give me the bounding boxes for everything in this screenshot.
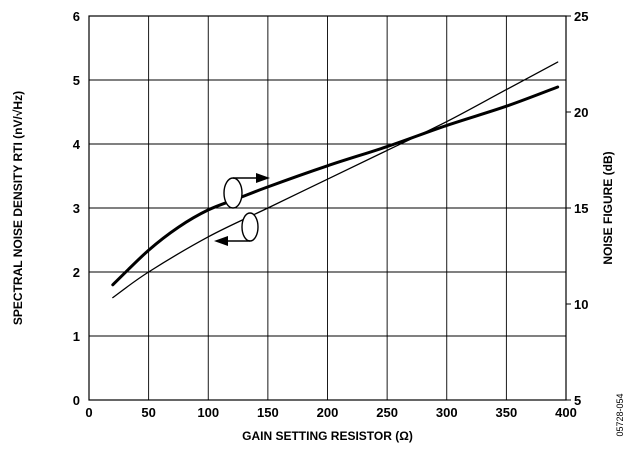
y2-tick-label: 10	[574, 297, 588, 312]
right-axis-arrowhead	[256, 173, 270, 183]
y2-tick-label: 5	[574, 393, 581, 408]
series-layer	[111, 61, 560, 299]
y-tick-label: 0	[73, 393, 80, 408]
annotations	[214, 173, 270, 246]
figure-id-label: 05728-054	[615, 393, 625, 436]
y2-tick-label: 15	[574, 201, 588, 216]
y-tick-label: 2	[73, 265, 80, 280]
y-tick-label: 4	[73, 137, 81, 152]
x-tick-label: 150	[257, 405, 279, 420]
series-line-noise-figure	[111, 85, 560, 287]
x-tick-label: 350	[496, 405, 518, 420]
y2-axis-title: NOISE FIGURE (dB)	[601, 151, 615, 264]
x-tick-label: 0	[85, 405, 92, 420]
right-axis-callout-ellipse	[223, 177, 243, 209]
y-axis-title: SPECTRAL NOISE DENSITY RTI (nV/√Hz)	[11, 91, 25, 325]
y-tick-label: 3	[73, 201, 80, 216]
y-tick-label: 6	[73, 9, 80, 24]
x-axis-title: GAIN SETTING RESISTOR (Ω)	[242, 429, 413, 443]
grid	[88, 15, 567, 401]
left-axis-callout-ellipse	[241, 212, 259, 242]
x-tick-label: 100	[197, 405, 219, 420]
y2-axis-ticks: 5 10 15 20 25	[566, 9, 588, 408]
y2-tick-label: 25	[574, 9, 588, 24]
x-tick-label: 50	[141, 405, 155, 420]
series-line-spectral-noise-density	[112, 61, 559, 299]
y-tick-label: 1	[73, 329, 80, 344]
x-tick-label: 300	[436, 405, 458, 420]
y-axis-ticks: 0 1 2 3 4 5 6	[73, 9, 81, 408]
left-axis-arrowhead	[214, 236, 228, 246]
y-tick-label: 5	[73, 73, 80, 88]
x-tick-label: 250	[376, 405, 398, 420]
y2-tick-label: 20	[574, 105, 588, 120]
x-tick-label: 400	[555, 405, 577, 420]
x-tick-label: 200	[317, 405, 339, 420]
x-axis-ticks: 0 50 100 150 200 250 300 350 400	[85, 405, 576, 420]
